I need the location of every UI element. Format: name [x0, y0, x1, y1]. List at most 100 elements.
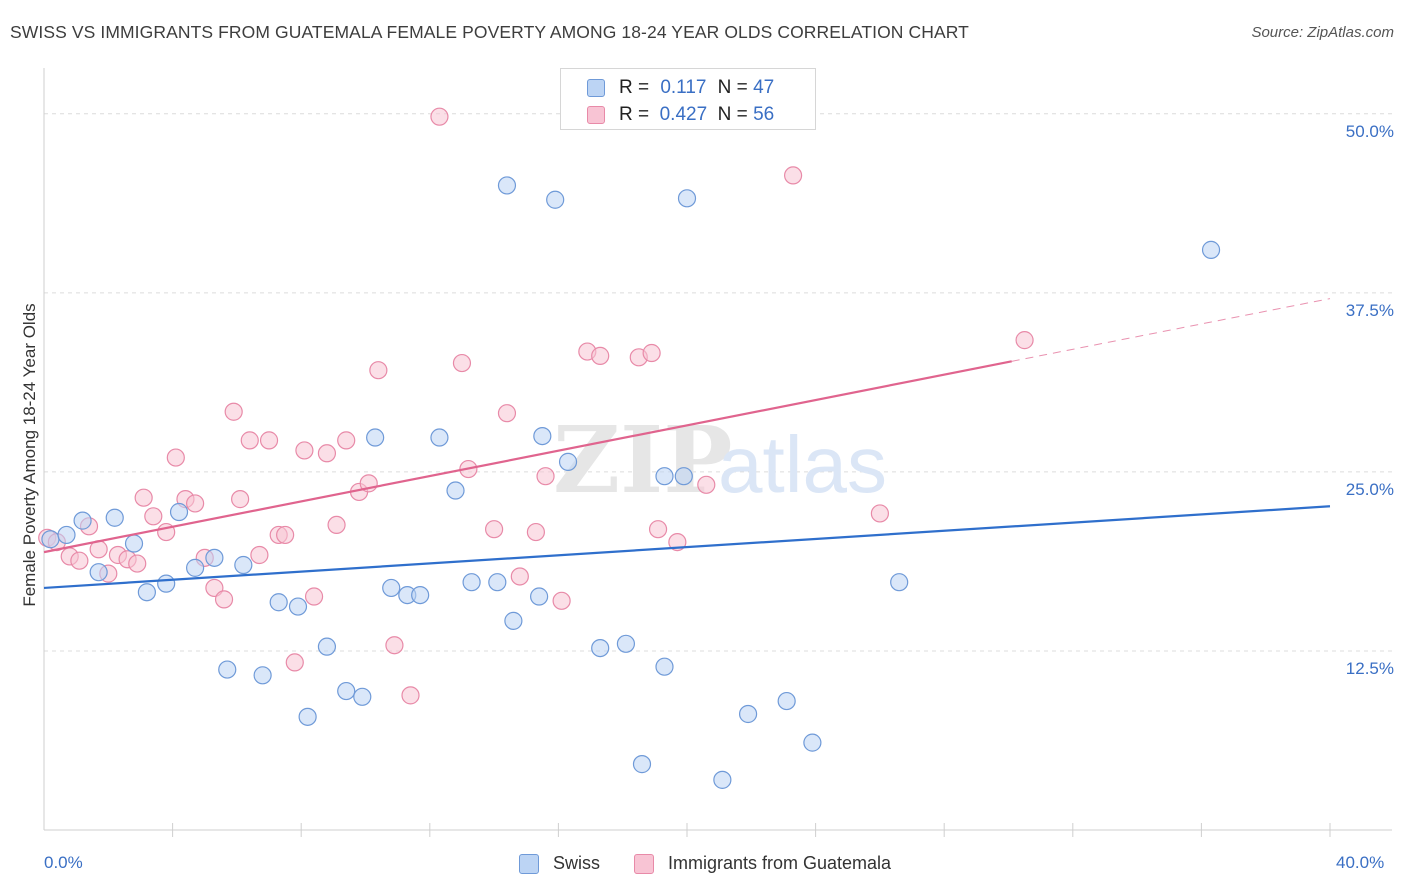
swiss-point	[462, 573, 481, 592]
guatemala-point	[497, 404, 517, 423]
swiss-point	[124, 534, 144, 553]
guatemala-point	[697, 475, 716, 494]
guatemala-point	[128, 554, 147, 573]
swiss-point	[674, 467, 693, 486]
r-value: 0.117	[660, 77, 707, 98]
legend-swiss-label: Swiss	[553, 853, 601, 873]
y-tick-label: 12.5%	[1345, 658, 1394, 678]
guatemala-point	[870, 504, 890, 523]
guatemala-swatch	[634, 854, 654, 874]
swiss-point	[738, 704, 758, 724]
x-tick-label-min: 0.0%	[44, 853, 83, 872]
guatemala-point	[166, 448, 185, 467]
swiss-point	[497, 176, 517, 195]
swiss-point	[1201, 240, 1221, 259]
legend-guatemala-stats: R = 0.427 N = 56	[619, 104, 774, 126]
watermark-zip: ZIP	[553, 406, 732, 514]
x-tick-label-max: 40.0%	[1336, 853, 1385, 872]
swiss-swatch	[519, 854, 539, 874]
guatemala-point	[250, 545, 269, 565]
series-swiss-points	[41, 176, 1221, 789]
swiss-point	[269, 593, 288, 612]
swiss-point	[105, 508, 124, 527]
guatemala-point	[536, 467, 555, 486]
swiss-point	[205, 548, 224, 567]
guatemala-point	[327, 515, 346, 535]
guatemala-point	[648, 520, 668, 539]
guatemala-point	[401, 686, 420, 705]
swiss-point	[411, 585, 430, 605]
swiss-point	[446, 481, 465, 500]
swiss-point	[430, 428, 449, 447]
swiss-point	[253, 666, 272, 685]
guatemala-point	[295, 441, 314, 460]
guatemala-point	[186, 494, 205, 513]
guatemala-point	[510, 567, 529, 586]
swiss-trend-line	[43, 505, 1331, 590]
swiss-point	[89, 563, 108, 582]
swiss-point	[317, 637, 337, 656]
guatemala-point	[783, 166, 803, 185]
swiss-point	[157, 574, 176, 593]
guatemala-point	[259, 431, 279, 450]
swiss-point	[382, 578, 401, 598]
guatemala-point	[526, 522, 545, 542]
guatemala-point	[1015, 331, 1034, 350]
y-axis-title-wrap: Female Poverty Among 18-24 Year Olds	[0, 0, 60, 892]
guatemala-trend-line	[43, 360, 1012, 554]
series-legend: Swiss Immigrants from Guatemala	[0, 850, 1406, 880]
swiss-point	[713, 770, 732, 789]
guatemala-trend-extension	[1011, 298, 1331, 362]
guatemala-point	[224, 402, 243, 421]
swiss-point	[890, 573, 909, 592]
guatemala-point	[337, 431, 356, 450]
guatemala-point	[304, 587, 324, 606]
swiss-point	[616, 634, 636, 653]
y-tick-label: 50.0%	[1345, 121, 1394, 141]
swiss-point	[591, 638, 610, 658]
n-label: N =	[717, 104, 748, 125]
swiss-point	[137, 583, 156, 602]
swiss-point	[57, 525, 76, 545]
guatemala-point	[385, 636, 404, 655]
swiss-point	[73, 511, 92, 530]
swiss-point	[803, 733, 822, 752]
series-guatemala-points	[38, 107, 1034, 705]
axes	[43, 68, 1392, 837]
source-label: Source: ZipAtlas.com	[1251, 24, 1394, 41]
swiss-point	[337, 681, 356, 701]
watermark-atlas: atlas	[718, 420, 887, 509]
swiss-point	[234, 555, 253, 575]
trend-lines	[43, 298, 1331, 590]
swiss-point	[530, 587, 549, 606]
guatemala-point	[276, 525, 295, 545]
guatemala-point	[452, 353, 472, 373]
swiss-point	[298, 707, 317, 726]
correlation-legend: R = 0.117 N = 47 R = 0.427 N = 56	[560, 68, 816, 130]
swiss-point	[169, 502, 189, 522]
chart-title: SWISS VS IMMIGRANTS FROM GUATEMALA FEMAL…	[10, 22, 969, 42]
swiss-point	[655, 467, 674, 486]
swiss-point	[533, 426, 552, 446]
swiss-point	[288, 597, 308, 616]
watermark: ZIP atlas	[553, 406, 887, 514]
swiss-point	[655, 657, 674, 676]
grid-lines	[44, 113, 1392, 652]
y-axis-title: Female Poverty Among 18-24 Year Olds	[20, 303, 39, 607]
swiss-point	[546, 190, 565, 209]
swiss-point	[677, 189, 697, 208]
guatemala-point	[134, 488, 153, 507]
guatemala-point	[285, 653, 304, 672]
swiss-point	[488, 573, 507, 592]
swiss-point	[353, 687, 372, 706]
guatemala-point	[485, 520, 504, 539]
swiss-point	[504, 611, 523, 630]
swiss-point	[218, 660, 237, 679]
guatemala-point	[144, 507, 163, 526]
y-tick-label: 25.0%	[1345, 479, 1394, 499]
y-tick-label: 37.5%	[1345, 300, 1394, 320]
guatemala-point	[668, 532, 687, 552]
guatemala-point	[642, 343, 661, 363]
guatemala-point	[591, 346, 610, 365]
